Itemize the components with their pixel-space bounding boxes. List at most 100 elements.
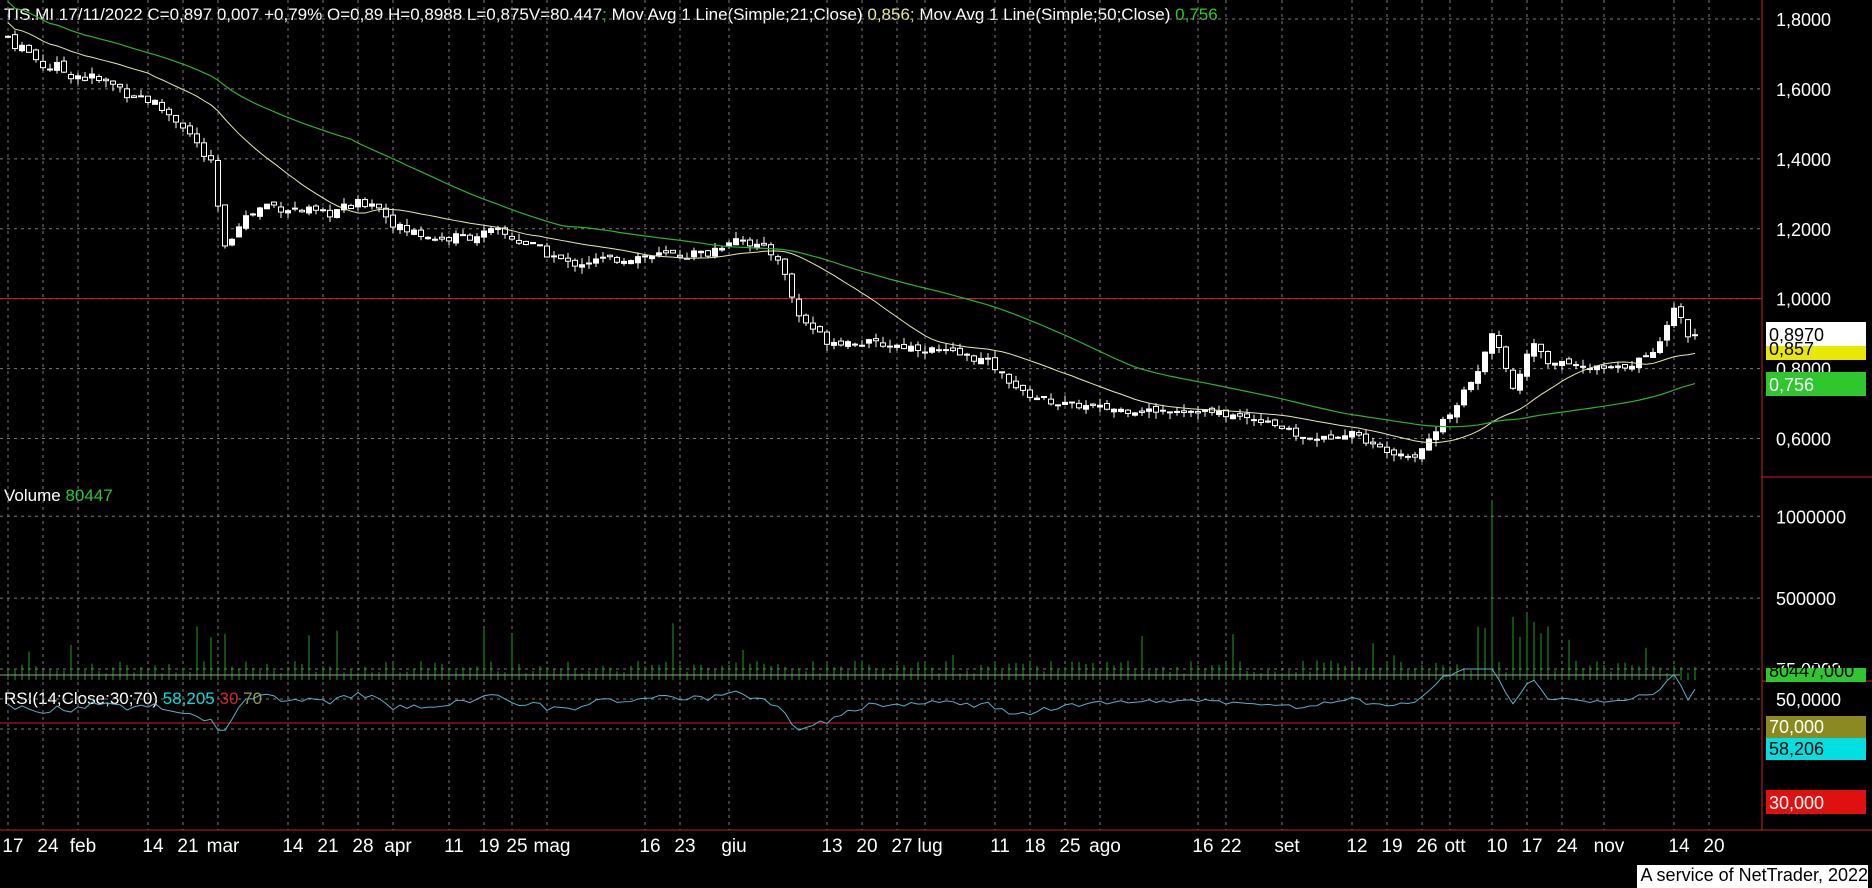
candle [894,344,900,348]
candle [908,345,914,352]
candle [1580,365,1586,368]
candle [782,258,788,275]
candle [1160,409,1166,412]
candle [1601,365,1607,369]
candle [355,198,361,208]
rsi-tick-label: 50,0000 [1776,690,1841,710]
candle [1566,358,1572,365]
volume-last-box [1766,668,1866,682]
candle [1622,364,1628,369]
candle [656,252,662,256]
candle [495,227,501,230]
candle [68,74,74,80]
date-tick-label: 19 [478,836,499,857]
price-tick-label: 1,4000 [1776,150,1831,170]
rsi-lower-box-text: 30,000 [1769,793,1824,813]
candle [418,229,424,238]
candle [586,262,592,265]
date-tick-label: 25 [1059,836,1080,857]
candle [12,34,18,49]
candle [957,347,963,356]
candle [761,242,767,246]
candle [1671,307,1677,327]
candle [278,206,284,213]
candle [719,247,725,251]
price-tick-label: 1,0000 [1776,290,1831,310]
candle [929,347,935,353]
date-tick-label: 26 [1416,836,1437,857]
price-tick-label: 1,2000 [1776,220,1831,240]
date-tick-label: 12 [1346,836,1367,857]
candle [537,244,543,247]
candle [201,142,207,157]
rsi-lower-box [1766,790,1866,814]
candle [1013,380,1019,389]
date-tick-label: 17 [2,836,23,857]
date-tick-label: feb [70,836,96,857]
candle [726,242,732,247]
candle [1097,404,1103,408]
candle [1272,419,1278,427]
candle [33,49,39,61]
candle [1293,427,1299,437]
change-pct: +0,79% [264,5,323,24]
candle [376,203,382,209]
date-tick-label: 11 [444,836,464,857]
candle [775,256,781,261]
candle [922,351,928,354]
candle [1349,431,1355,438]
candle [152,99,158,105]
date-tick-label: 14 [142,836,164,857]
candle [565,257,571,262]
candle [859,344,865,347]
candle [40,60,46,69]
candle [257,207,263,217]
candle [1111,408,1117,413]
last-price-box [1766,322,1866,346]
candle [61,60,67,73]
ma50-box [1766,372,1866,396]
candle [950,347,956,352]
date-tick-label: 20 [1703,836,1724,857]
candle [1398,453,1404,457]
candle [943,349,949,352]
candle [411,229,417,235]
candle [1286,427,1292,430]
candle [292,207,298,210]
date-tick-label: 20 [856,836,877,857]
candle [1083,405,1089,410]
candle [803,314,809,324]
date-tick-label: 19 [1381,836,1402,857]
candle [334,209,340,218]
candle [1202,409,1208,412]
rsi-value: 58,205 [162,689,215,708]
candle [1517,373,1523,391]
candle [663,250,669,254]
ma50-line [7,1,1696,428]
candle [1041,396,1047,399]
candle [187,125,193,135]
candle [1069,401,1075,404]
candle [1300,436,1306,439]
candle [1342,435,1348,440]
rsi-value-box-text: 58,206 [1769,739,1824,759]
candle [348,204,354,210]
candle [516,239,522,244]
candle [740,239,746,242]
candle [131,95,137,99]
candle [96,76,102,81]
candle [117,83,123,88]
candle [985,357,991,360]
candle [82,76,88,81]
candle [747,239,753,247]
candle [558,254,564,260]
date-tick-label: apr [384,836,412,857]
candle [1405,455,1411,458]
candle [1139,410,1145,413]
candle [502,227,508,235]
date-tick-label: ago [1089,836,1121,857]
candle [1636,357,1642,369]
candle [1384,446,1390,454]
candle [1419,448,1425,460]
date-tick-label: 24 [1556,836,1578,857]
